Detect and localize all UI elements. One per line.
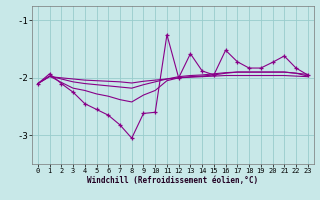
X-axis label: Windchill (Refroidissement éolien,°C): Windchill (Refroidissement éolien,°C) <box>87 176 258 185</box>
